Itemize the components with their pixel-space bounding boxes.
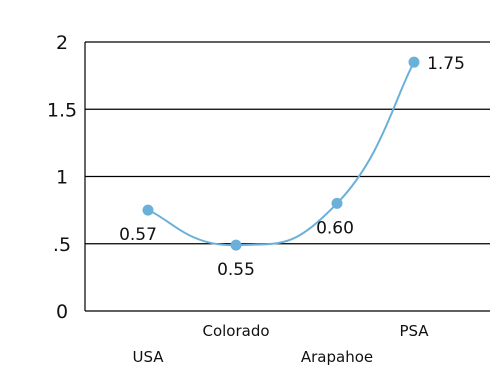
data-labels: 0.57 0.55 0.60 1.75	[119, 54, 465, 280]
x-tick-label: Colorado	[202, 322, 269, 340]
y-tick-label: .5	[53, 234, 71, 256]
data-label: 0.60	[316, 218, 354, 238]
x-tick-label: Arapahoe	[301, 348, 373, 366]
data-point	[230, 239, 242, 251]
data-point	[331, 197, 343, 209]
y-tick-label: 0	[56, 301, 68, 323]
x-tick-label: USA	[132, 348, 164, 366]
series-lines	[147, 61, 415, 247]
y-tick-label: 1	[56, 167, 68, 189]
data-label: 0.57	[119, 225, 157, 245]
gridlines	[84, 41, 490, 312]
y-tick-label: 2	[56, 32, 68, 54]
data-points	[142, 56, 420, 251]
x-tick-label: PSA	[399, 322, 429, 340]
y-axis-ticks: 0 .5 1 1.5 2	[47, 32, 77, 323]
data-label: 1.75	[427, 54, 465, 74]
series-line	[147, 61, 415, 247]
y-tick-label: 1.5	[47, 99, 77, 121]
data-point	[408, 56, 420, 68]
data-label: 0.55	[217, 260, 255, 280]
data-point	[142, 204, 154, 216]
x-axis-ticks: USA Colorado Arapahoe PSA	[132, 322, 429, 366]
